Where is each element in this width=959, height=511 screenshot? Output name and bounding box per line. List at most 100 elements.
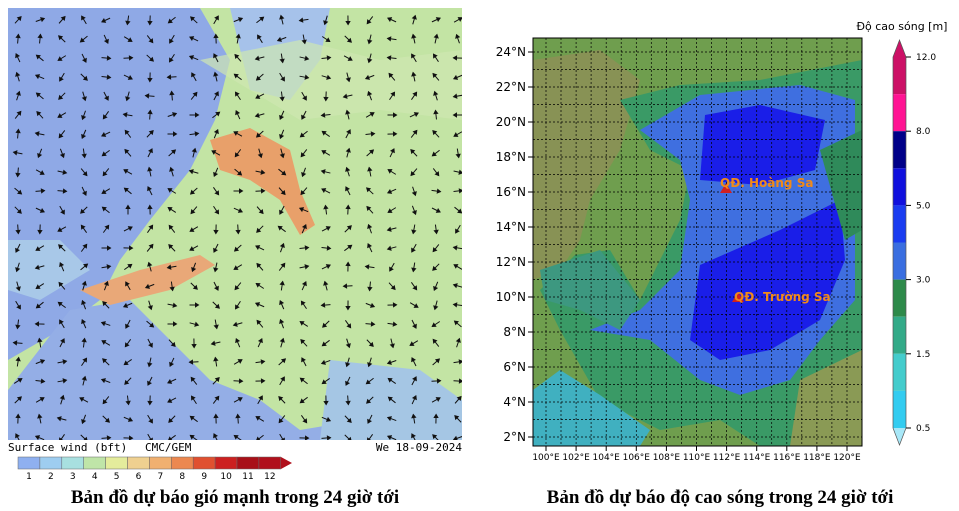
wind-arrow-head [40,17,46,23]
wind-arrow-head [213,171,219,178]
wind-arrow-head [39,207,45,213]
wind-arrow-head [411,53,416,59]
wind-arrow-head [433,413,439,419]
wind-arrow-head [127,75,133,80]
wind-arrow-head [392,302,398,308]
wind-arrow-head [458,188,462,194]
wind-arrow-head [367,437,372,440]
wind-arrow [60,434,65,440]
wind-arrow-head [237,359,243,364]
wind-arrow-head [213,33,219,39]
wind-arrow-head [367,418,372,424]
wind-arrow-head [82,75,88,81]
wind-arrow-head [57,113,63,118]
wind-arrow-head [346,37,352,43]
wind-arrow-head [390,284,396,291]
wind-arrow-head [100,321,106,327]
wind-arrow-head [326,74,332,80]
wind-arrow-head [279,153,285,159]
wind-arrow-head [79,37,85,43]
wind-arrow-head [35,92,41,98]
wind-arrow-head [364,264,370,270]
wind-arrow-head [213,433,218,439]
wind-arrow-head [412,129,418,135]
wind-arrow-head [237,397,243,402]
wind-arrow-head [102,114,108,120]
wind-arrow-head [387,377,393,383]
wind-arrow-head [260,188,266,194]
wind-arrow-head [345,400,351,406]
wind-arrow-head [169,286,175,292]
wind-arrow-head [34,74,41,80]
wind-arrow-head [322,322,328,328]
wind-arrow-head [279,114,285,121]
wind-arrow-head [148,38,154,44]
wind-arrow-head [433,109,439,115]
wind-arrow-head [301,39,307,45]
wind-arrow-head [260,378,266,384]
wind-arrow-head [169,38,174,44]
wind-arrow-head [433,305,439,311]
wind-arrow-head [39,397,45,402]
wind-arrow-head [323,280,329,286]
wind-arrow-head [386,416,392,422]
wind-arrow-head [213,247,218,253]
wind-arrow-head [432,247,438,253]
wind-arrow-head [147,204,153,210]
wind-arrow-head [369,112,375,117]
wind-arrow-head [256,227,262,233]
lon-label: 104°E [593,453,621,463]
colorbar-label: 10 [220,472,232,482]
wind-arrow-head [255,245,261,250]
wind-arrow-head [320,112,326,118]
wind-arrow-head [260,169,266,175]
wind-arrow-head [431,322,437,328]
wind-arrow-head [254,112,260,118]
lon-label: 118°E [803,453,831,463]
wind-arrow-head [458,359,462,365]
wind-arrow-head [81,299,87,306]
wind-arrow-head [323,204,329,210]
wind-arrow-head [386,226,392,232]
wind-arrow-head [255,282,261,288]
wind-arrow-head [323,400,329,406]
wind-arrow-head [101,132,107,137]
wind-arrow-head [233,246,240,252]
wind-arrow-head [325,264,331,270]
wind-arrow-head [457,208,462,214]
wind-arrow-head [148,224,154,230]
wind-arrow-head [82,57,87,63]
wind-arrow-head [390,148,395,154]
wind-arrow-head [39,359,46,365]
wind-arrow-head [35,54,41,60]
wind-arrow-head [435,208,441,213]
wind-arrow-head [233,265,239,270]
wind-arrow-head [432,434,438,440]
lon-label: 114°E [743,453,771,463]
wind-arrow-head [15,71,21,77]
wind-arrow-head [190,376,196,382]
wind-arrow-head [389,343,395,349]
wind-arrow-head [102,358,108,364]
lat-label: 12°N [496,255,526,269]
wind-arrow-head [81,337,87,343]
wind-arrow-head [255,132,262,138]
colorbar-label: 7 [158,472,164,482]
wind-arrow-head [106,264,112,270]
wind-arrow-head [457,17,462,22]
wind-arrow-head [326,55,332,61]
wind-arrow-head [169,361,175,367]
wind-legend-title: Surface wind (bft) [8,441,127,454]
wind-arrow-head [452,55,458,61]
wind-arrow-head [37,152,43,159]
wind-arrow-head [167,188,173,193]
wind-arrow-head [320,169,326,175]
wind-arrow-head [279,209,284,215]
wind-arrow-head [12,150,18,156]
wind-arrow-head [234,53,240,60]
wind-arrow-head [106,55,112,61]
wind-arrow-head [214,377,220,383]
wind-arrow-head [435,17,441,23]
wind-arrow-head [366,205,372,212]
wind-arrow-head [101,189,107,194]
